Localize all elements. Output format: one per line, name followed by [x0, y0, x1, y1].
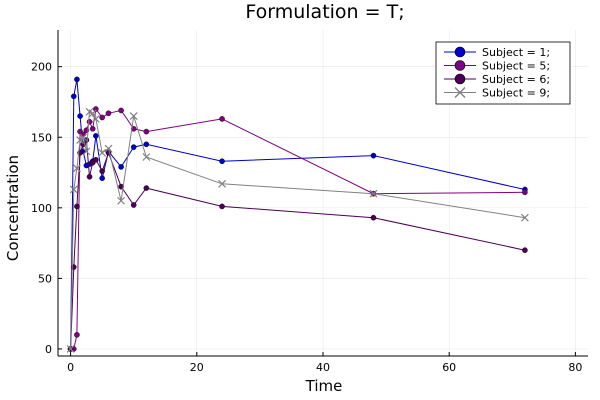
legend-label: Subject = 1; — [482, 46, 550, 59]
y-tick-label: 150 — [31, 131, 52, 144]
data-point — [66, 345, 75, 353]
data-point — [130, 144, 137, 150]
series-line — [70, 111, 525, 349]
legend-marker — [454, 60, 466, 71]
chart-title: Formulation = T; — [245, 1, 404, 23]
series-3 — [67, 137, 528, 352]
y-tick-label: 200 — [31, 61, 52, 74]
data-point — [520, 213, 529, 222]
data-point — [142, 153, 151, 161]
x-tick-label: 60 — [442, 361, 456, 374]
data-point — [79, 133, 88, 142]
series-2 — [67, 106, 528, 352]
data-point — [370, 214, 377, 221]
data-point — [91, 114, 100, 123]
legend-marker — [454, 87, 466, 98]
data-point — [118, 164, 124, 170]
data-point — [219, 203, 225, 210]
y-tick-label: 50 — [38, 272, 52, 285]
x-tick-label: 0 — [67, 361, 74, 374]
data-point — [93, 157, 99, 163]
x-axis-label: Time — [305, 377, 343, 395]
data-point — [522, 189, 528, 196]
data-point — [219, 116, 225, 122]
data-point — [88, 109, 97, 118]
data-point — [70, 93, 77, 100]
data-point — [89, 125, 96, 132]
data-point — [99, 175, 105, 181]
data-point — [118, 107, 124, 114]
legend-label: Subject = 5; — [482, 60, 550, 73]
data-point — [86, 173, 93, 180]
x-tick-label: 20 — [190, 361, 204, 374]
legend-marker — [454, 73, 466, 85]
data-point — [93, 133, 99, 139]
data-point — [104, 144, 113, 153]
y-axis-ticks: 0 50 100 150 200 — [31, 61, 62, 356]
data-point — [522, 247, 528, 253]
data-point — [143, 141, 150, 148]
series-line — [70, 107, 525, 350]
data-point — [99, 168, 105, 174]
x-tick-label: 40 — [316, 361, 330, 374]
data-point — [129, 112, 138, 121]
data-point — [77, 113, 83, 119]
data-point — [143, 185, 150, 191]
data-point — [143, 128, 150, 135]
data-point — [93, 106, 99, 112]
data-point — [98, 148, 107, 157]
data-point — [370, 152, 377, 159]
y-tick-label: 100 — [31, 202, 52, 215]
data-point — [74, 76, 80, 83]
legend-item: Subject = 9; — [444, 87, 550, 100]
data-point — [99, 114, 105, 121]
x-axis-ticks: 0 20 40 60 80 — [67, 352, 582, 374]
legend: Subject = 1;Subject = 5;Subject = 6;Subj… — [435, 41, 571, 105]
y-axis-label: Concentration — [4, 155, 22, 261]
data-point — [219, 158, 225, 165]
x-tick-label: 80 — [568, 361, 582, 374]
series-1 — [67, 76, 528, 352]
legend-marker — [454, 46, 466, 58]
data-point — [82, 147, 91, 156]
data-point — [218, 179, 226, 188]
series-4 — [66, 107, 529, 353]
y-tick-label: 0 — [45, 343, 52, 356]
legend-item: Subject = 6; — [444, 73, 550, 86]
data-point — [69, 185, 78, 194]
data-point — [369, 189, 378, 198]
series-line — [70, 79, 526, 349]
data-point — [105, 110, 112, 117]
data-point — [74, 203, 80, 210]
legend-label: Subject = 9; — [482, 87, 550, 100]
data-point — [86, 118, 93, 125]
legend-item: Subject = 5; — [444, 60, 550, 73]
data-point — [73, 164, 81, 173]
data-point — [130, 202, 137, 208]
data-point — [74, 332, 80, 338]
series-layer — [66, 76, 529, 353]
data-point — [117, 196, 126, 205]
legend-item: Subject = 1; — [444, 46, 550, 59]
legend-label: Subject = 6; — [482, 73, 550, 86]
series-line — [70, 138, 526, 349]
